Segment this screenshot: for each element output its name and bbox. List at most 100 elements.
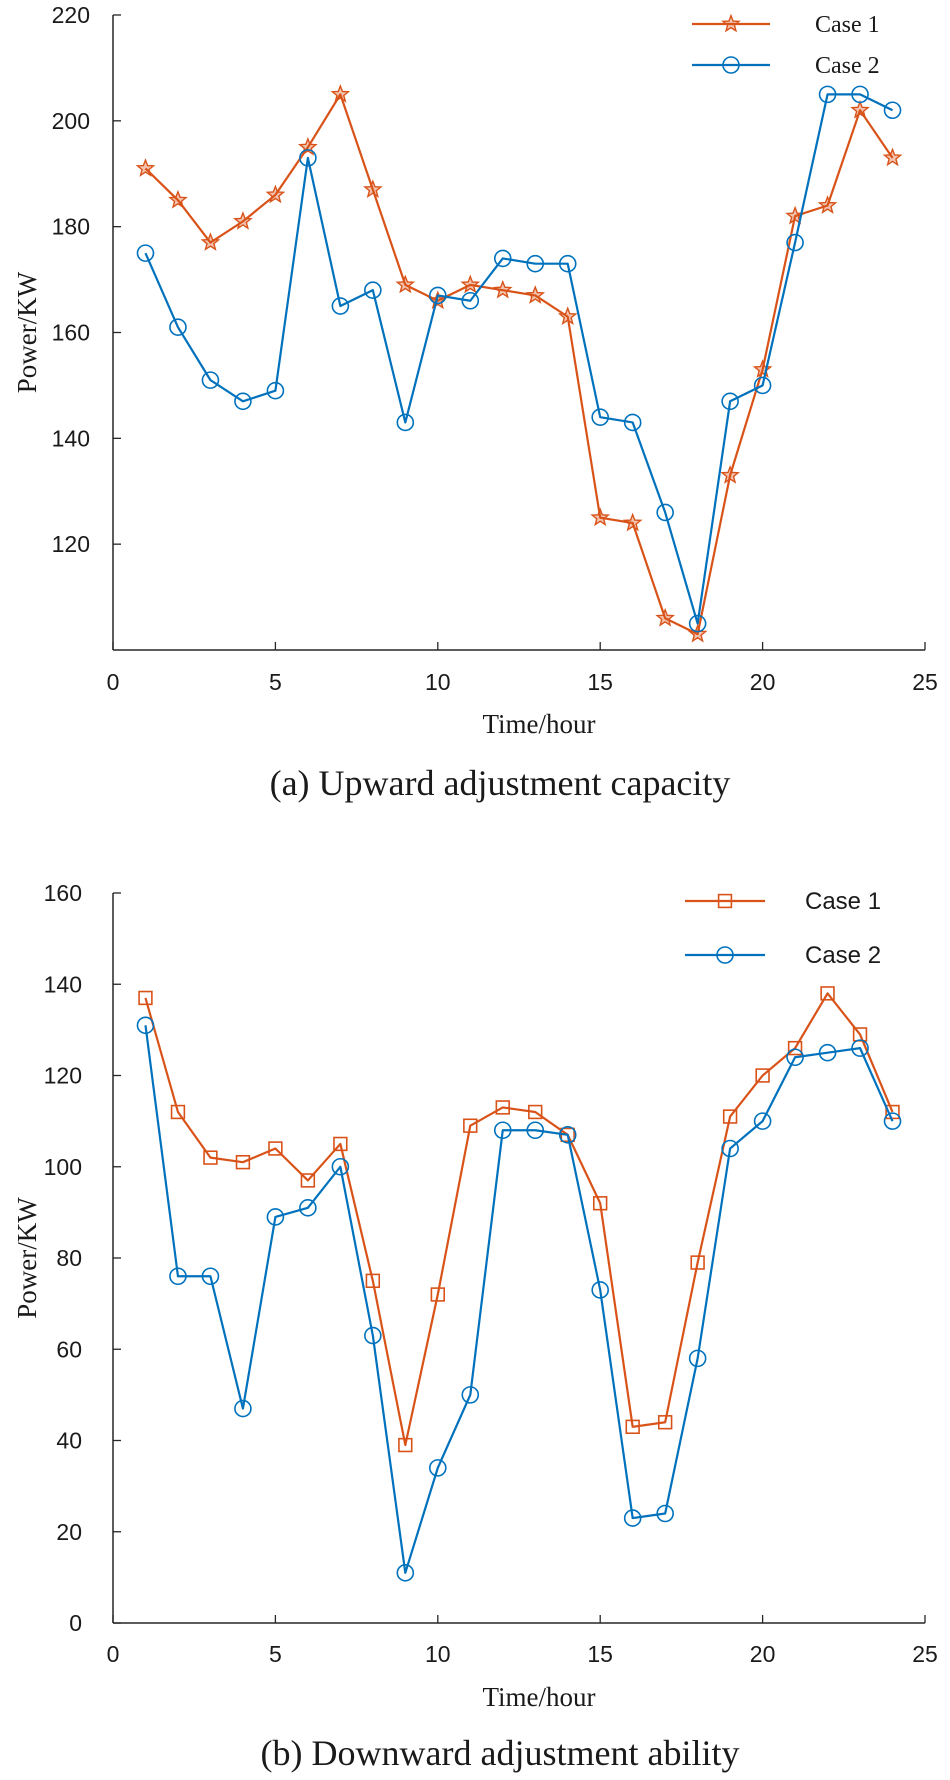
data-point bbox=[135, 158, 156, 177]
data-point bbox=[461, 291, 480, 310]
data-point bbox=[720, 465, 740, 484]
series-case-2 bbox=[136, 85, 902, 633]
x-tick-label: 25 bbox=[912, 1641, 938, 1667]
legend-label: Case 1 bbox=[815, 12, 880, 38]
data-point bbox=[492, 279, 513, 299]
chart-caption: (a) Upward adjustment capacity bbox=[270, 763, 731, 803]
data-point bbox=[331, 297, 350, 315]
data-point bbox=[136, 1016, 155, 1035]
data-point bbox=[299, 149, 317, 167]
series-case-1 bbox=[138, 986, 900, 1453]
legend-label: Case 1 bbox=[805, 888, 881, 915]
data-point bbox=[622, 512, 643, 532]
data-point bbox=[690, 1255, 705, 1270]
data-point bbox=[851, 1039, 869, 1057]
legend-marker bbox=[721, 13, 741, 33]
data-point bbox=[590, 507, 611, 527]
data-point bbox=[755, 1068, 770, 1083]
data-point bbox=[233, 211, 253, 230]
data-point bbox=[169, 318, 187, 337]
data-point bbox=[721, 392, 739, 411]
legend: Case 1 Case 2 bbox=[692, 12, 880, 79]
data-point bbox=[557, 306, 578, 325]
data-point bbox=[363, 179, 383, 198]
series-line bbox=[144, 93, 894, 625]
x-tick-label: 20 bbox=[750, 1641, 776, 1667]
x-tick-label: 25 bbox=[912, 669, 938, 695]
y-tick-label: 40 bbox=[56, 1428, 82, 1454]
data-point bbox=[169, 1267, 187, 1286]
data-point bbox=[591, 1281, 610, 1299]
data-point bbox=[333, 1136, 348, 1152]
data-point bbox=[591, 408, 610, 426]
x-tick-label: 15 bbox=[587, 669, 613, 695]
data-point bbox=[558, 254, 577, 273]
data-point bbox=[786, 233, 804, 252]
y-tick-label: 180 bbox=[52, 214, 90, 240]
legend-marker bbox=[716, 946, 734, 964]
data-point bbox=[266, 1208, 285, 1226]
data-point bbox=[818, 1043, 837, 1062]
data-point bbox=[656, 1504, 674, 1523]
x-tick-label: 10 bbox=[425, 669, 451, 695]
y-tick-label: 60 bbox=[56, 1336, 82, 1362]
x-tick-label: 20 bbox=[750, 669, 776, 695]
data-point bbox=[268, 1141, 283, 1156]
chart-upward-adjustment: 0 5 10 15 20 25 120 140 160 180 200 220 Time/hour Pow… bbox=[12, 2, 938, 803]
data-point bbox=[201, 371, 220, 389]
data-point bbox=[300, 1173, 316, 1188]
data-point bbox=[592, 1196, 608, 1211]
data-point bbox=[460, 274, 481, 294]
x-axis-label: Time/hour bbox=[482, 709, 595, 739]
data-point bbox=[787, 1040, 803, 1056]
data-point bbox=[687, 623, 708, 643]
chart-caption: (b) Downward adjustment ability bbox=[261, 1733, 740, 1773]
data-point bbox=[364, 1326, 382, 1345]
data-point bbox=[235, 1154, 251, 1170]
data-point bbox=[200, 232, 221, 251]
data-point bbox=[885, 1104, 900, 1120]
data-point bbox=[528, 1104, 543, 1120]
y-tick-label: 20 bbox=[56, 1519, 82, 1545]
data-point bbox=[753, 376, 772, 395]
series-case-1 bbox=[135, 84, 903, 643]
x-tick-label: 5 bbox=[269, 669, 282, 695]
data-point bbox=[203, 1150, 218, 1165]
y-tick-label: 200 bbox=[52, 108, 90, 134]
data-point bbox=[558, 1126, 577, 1144]
y-tick-label: 160 bbox=[44, 880, 82, 906]
data-point bbox=[234, 1399, 252, 1418]
data-point bbox=[430, 1287, 445, 1302]
series-case-2 bbox=[136, 1016, 902, 1582]
legend-marker bbox=[717, 893, 733, 909]
legend-label: Case 2 bbox=[815, 53, 880, 79]
data-point bbox=[526, 254, 545, 273]
data-point bbox=[722, 1109, 738, 1124]
data-point bbox=[136, 244, 155, 262]
data-point bbox=[525, 285, 546, 304]
legend: Case 1 Case 2 bbox=[685, 888, 881, 969]
data-point bbox=[138, 990, 153, 1006]
data-point bbox=[428, 286, 447, 305]
data-point bbox=[882, 147, 903, 167]
data-point bbox=[266, 381, 285, 400]
data-point bbox=[428, 1459, 447, 1477]
y-tick-label: 140 bbox=[52, 425, 90, 451]
series-line bbox=[144, 1025, 894, 1574]
data-point bbox=[427, 290, 448, 310]
y-tick-label: 140 bbox=[44, 971, 82, 997]
data-point bbox=[396, 1564, 415, 1582]
data-point bbox=[461, 1386, 480, 1404]
data-point bbox=[623, 413, 642, 432]
y-tick-label: 0 bbox=[69, 1610, 82, 1636]
data-point bbox=[752, 359, 773, 378]
y-axis-label: Power/KW bbox=[12, 1197, 42, 1319]
data-point bbox=[818, 85, 837, 104]
chart-downward-adjustment: 0 5 10 15 20 25 0 20 40 60 80 100 120 140 160 Time/hour… bbox=[12, 880, 938, 1773]
data-point bbox=[883, 1112, 902, 1130]
y-tick-label: 100 bbox=[44, 1154, 82, 1180]
x-tick-label: 0 bbox=[107, 669, 120, 695]
data-point bbox=[786, 1048, 804, 1067]
data-point bbox=[365, 1273, 381, 1289]
